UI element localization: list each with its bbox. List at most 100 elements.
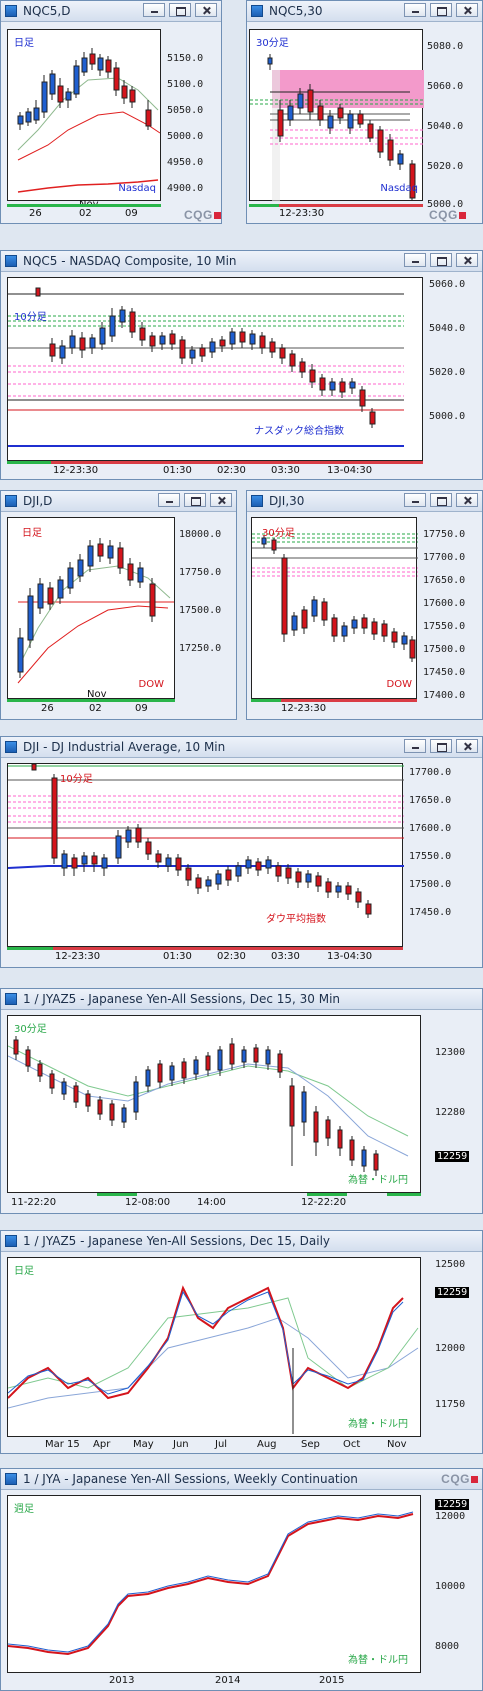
x-tick: 12-08:00 bbox=[125, 1197, 171, 1208]
minimize-button[interactable] bbox=[158, 493, 180, 507]
timeframe-label: 日足 bbox=[22, 528, 42, 539]
time-scale-bar bbox=[7, 204, 161, 214]
source-label: DOW bbox=[386, 679, 412, 690]
time-scale-bar bbox=[7, 461, 423, 471]
timeframe-label: 10分足 bbox=[60, 774, 93, 785]
minimize-button[interactable] bbox=[404, 493, 426, 507]
y-tick: 5020.0 bbox=[427, 161, 464, 172]
close-button[interactable] bbox=[456, 253, 478, 267]
maximize-button[interactable] bbox=[430, 253, 452, 267]
candlestick-chart bbox=[17, 538, 174, 684]
title-bar[interactable]: NQC5,30 bbox=[247, 1, 482, 22]
y-tick: 12300 bbox=[435, 1047, 466, 1058]
source-label: Nasdaq bbox=[380, 183, 418, 194]
title-bar[interactable]: NQC5,D bbox=[1, 1, 221, 22]
y-tick: 17700.0 bbox=[409, 767, 452, 778]
close-button[interactable] bbox=[210, 493, 232, 507]
x-tick: 03:30 bbox=[271, 465, 300, 476]
y-tick: 17500.0 bbox=[179, 605, 222, 616]
title-bar[interactable]: 1 / JYAZ5 - Japanese Yen-All Sessions, D… bbox=[1, 1231, 482, 1252]
chart-window-icon bbox=[251, 5, 263, 17]
x-tick: 12-23:30 bbox=[53, 465, 99, 476]
window-jyaz5-30min[interactable]: 1 / JYAZ5 - Japanese Yen-All Sessions, D… bbox=[0, 988, 483, 1214]
window-nqc5-daily[interactable]: NQC5,D bbox=[0, 0, 222, 224]
x-tick: 09 bbox=[135, 703, 148, 714]
x-tick: 2013 bbox=[109, 1675, 135, 1686]
y-tick: 17500.0 bbox=[409, 879, 452, 890]
close-button[interactable] bbox=[456, 493, 478, 507]
title-bar[interactable]: NQC5 - NASDAQ Composite, 10 Min bbox=[1, 251, 482, 272]
x-tick: 14:00 bbox=[197, 1197, 226, 1208]
y-tick: 4900.0 bbox=[167, 183, 204, 194]
y-tick: 12000 bbox=[435, 1343, 466, 1354]
y-tick: 5060.0 bbox=[429, 279, 466, 290]
y-tick: 17450.0 bbox=[409, 907, 452, 918]
x-tick: 02 bbox=[79, 208, 92, 219]
minimize-button[interactable] bbox=[404, 253, 426, 267]
close-button[interactable] bbox=[195, 3, 217, 17]
chart-plot[interactable]: 30分足 Nasdaq bbox=[249, 29, 424, 202]
cqg-logo: CQG bbox=[441, 1472, 478, 1486]
window-title: NQC5 - NASDAQ Composite, 10 Min bbox=[23, 254, 237, 268]
timeframe-label: 10分足 bbox=[14, 312, 47, 323]
maximize-button[interactable] bbox=[184, 493, 206, 507]
chart-plot[interactable]: 日足 DOW bbox=[7, 517, 175, 699]
source-label: 為替・ドル円 bbox=[348, 1655, 408, 1666]
maximize-button[interactable] bbox=[430, 493, 452, 507]
window-dji-daily[interactable]: DJI,D 日足 D bbox=[0, 490, 237, 720]
timeframe-label: 30分足 bbox=[256, 38, 289, 49]
chart-window-icon bbox=[5, 993, 17, 1005]
title-bar[interactable]: DJI,30 bbox=[247, 491, 482, 512]
chart-plot[interactable]: 週足 為替・ドル円 bbox=[7, 1495, 421, 1673]
x-tick: Apr bbox=[93, 1439, 111, 1450]
window-jya-weekly[interactable]: 1 / JYA - Japanese Yen-All Sessions, Wee… bbox=[0, 1468, 483, 1691]
chart-plot[interactable]: 10分足 ダウ平均指数 bbox=[7, 763, 404, 947]
chart-plot[interactable]: 日足 為替・ドル円 bbox=[7, 1257, 421, 1437]
title-bar[interactable]: 1 / JYAZ5 - Japanese Yen-All Sessions, D… bbox=[1, 989, 482, 1010]
window-nqc5-10min[interactable]: NQC5 - NASDAQ Composite, 10 Min bbox=[0, 250, 483, 480]
window-nqc5-30min[interactable]: NQC5,30 bbox=[246, 0, 483, 224]
minimize-button[interactable] bbox=[404, 3, 426, 17]
maximize-button[interactable] bbox=[430, 739, 452, 753]
x-tick: 2015 bbox=[319, 1675, 345, 1686]
chart-plot[interactable]: 30分足 為替・ドル円 bbox=[7, 1015, 421, 1193]
title-bar[interactable]: DJI,D bbox=[1, 491, 236, 512]
chart-window-icon bbox=[5, 255, 17, 267]
maximize-button[interactable] bbox=[430, 3, 452, 17]
candlestick-chart bbox=[8, 1036, 409, 1176]
y-tick: 18000.0 bbox=[179, 529, 222, 540]
y-tick: 12500 bbox=[435, 1259, 466, 1270]
x-tick: 26 bbox=[29, 208, 42, 219]
window-dji-10min[interactable]: DJI - DJ Industrial Average, 10 Min bbox=[0, 736, 483, 968]
x-tick: Mar 15 bbox=[45, 1439, 80, 1450]
minimize-button[interactable] bbox=[404, 739, 426, 753]
window-dji-30min[interactable]: DJI,30 bbox=[246, 490, 483, 720]
x-tick: Jul bbox=[215, 1439, 228, 1450]
window-title: DJI - DJ Industrial Average, 10 Min bbox=[23, 740, 226, 754]
window-title: DJI,D bbox=[23, 494, 53, 508]
x-tick: 13-04:30 bbox=[327, 951, 373, 962]
x-tick: 02:30 bbox=[217, 951, 246, 962]
y-tick: 5100.0 bbox=[167, 79, 204, 90]
chart-plot[interactable]: 日足 Nasdaq bbox=[7, 29, 161, 201]
y-tick: 11750 bbox=[435, 1399, 466, 1410]
x-tick: 12-23:30 bbox=[281, 703, 327, 714]
chart-plot[interactable]: 30分足 DOW bbox=[251, 517, 418, 699]
title-bar[interactable]: DJI - DJ Industrial Average, 10 Min bbox=[1, 737, 482, 758]
y-tick: 10000 bbox=[435, 1581, 466, 1592]
timeframe-label: 日足 bbox=[14, 1266, 34, 1277]
window-jyaz5-daily[interactable]: 1 / JYAZ5 - Japanese Yen-All Sessions, D… bbox=[0, 1230, 483, 1454]
last-price-box: 12259 bbox=[435, 1151, 470, 1162]
x-tick: Jun bbox=[173, 1439, 189, 1450]
x-tick: 13-04:30 bbox=[327, 465, 373, 476]
maximize-button[interactable] bbox=[169, 3, 191, 17]
close-button[interactable] bbox=[456, 739, 478, 753]
x-tick: Oct bbox=[343, 1439, 361, 1450]
window-title: 1 / JYA - Japanese Yen-All Sessions, Wee… bbox=[23, 1472, 358, 1486]
chart-plot[interactable]: 10分足 ナスダック総合指数 bbox=[7, 277, 423, 461]
y-tick: 5080.0 bbox=[427, 41, 464, 52]
title-bar[interactable]: 1 / JYA - Japanese Yen-All Sessions, Wee… bbox=[1, 1469, 482, 1490]
time-scale-bar bbox=[249, 204, 423, 214]
minimize-button[interactable] bbox=[143, 3, 165, 17]
close-button[interactable] bbox=[456, 3, 478, 17]
